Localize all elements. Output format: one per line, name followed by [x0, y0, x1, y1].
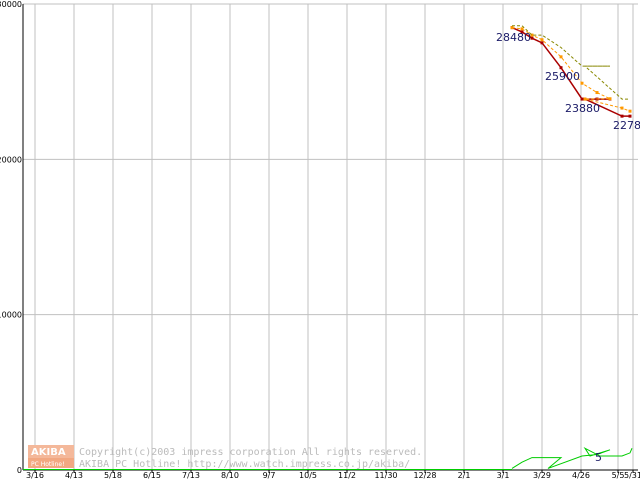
x-tick-label: 11/30 [374, 471, 397, 480]
x-tick-label: 4/13 [65, 471, 83, 480]
moving-average-point [559, 55, 563, 59]
series-layer [23, 25, 633, 470]
price-point [620, 114, 624, 118]
x-tick-label: 5/18 [104, 471, 122, 480]
x-tick-label: 5/31 [624, 471, 640, 480]
shop-count-line [511, 446, 633, 469]
data-label-latest-price: 22780 [613, 119, 640, 132]
x-tick-label: 8/10 [221, 471, 239, 480]
moving-average-point [595, 91, 599, 95]
x-tick-label: 2/1 [458, 471, 471, 480]
moving-average-point [620, 106, 624, 110]
y-tick-label: 0 [17, 466, 22, 475]
moving-average-point [540, 38, 544, 42]
moving-average-point [608, 97, 612, 101]
price-point [530, 36, 534, 40]
x-tick-label: 5/5 [612, 471, 625, 480]
moving-average-point [520, 27, 524, 31]
watermark: AKIBA PC Hotline! Copyright(c)2003 impre… [28, 445, 422, 470]
data-label-shop-count: 5 [595, 451, 602, 464]
y-tick-label: 30000 [0, 0, 22, 9]
x-tick-label: 6/15 [143, 471, 161, 480]
price-point [628, 114, 632, 118]
x-tick-label: 12/28 [413, 471, 436, 480]
copyright-line: Copyright(c)2003 impress corporation All… [79, 447, 422, 458]
logo-box-bottom [28, 458, 74, 468]
data-label-low-price: 23880 [565, 102, 600, 115]
data-label-mid-price: 25900 [545, 70, 580, 83]
moving-average-point [510, 26, 514, 30]
logo-text-top: AKIBA [31, 447, 66, 458]
x-tick-label: 9/7 [263, 471, 276, 480]
moving-average-point [583, 97, 587, 101]
moving-average-point [530, 33, 534, 37]
price-point [540, 41, 544, 45]
grid-layer [23, 3, 638, 470]
logo-box-top [28, 445, 74, 458]
label-layer: 28480 25900 23880 22780 5 [496, 31, 640, 464]
x-tick-label: 3/29 [533, 471, 551, 480]
y-tick-label: 20000 [0, 155, 22, 164]
logo-text-bottom: PC Hotline! [31, 461, 64, 468]
x-tick-label: 3/1 [497, 471, 510, 480]
moving-average-point [628, 109, 632, 113]
price-point [559, 66, 563, 70]
x-tick-label: 7/13 [182, 471, 200, 480]
url-line: AKIBA PC Hotline! http://www.watch.impre… [79, 459, 410, 470]
x-tick-label: 3/16 [26, 471, 44, 480]
x-tick-label: 11/2 [338, 471, 356, 480]
data-label-start-price: 28480 [496, 31, 531, 44]
moving-average-point [580, 81, 584, 85]
x-tick-label: 4/26 [572, 471, 590, 480]
price-point [580, 97, 584, 101]
price-point [520, 30, 524, 34]
x-tick-label: 10/5 [299, 471, 317, 480]
